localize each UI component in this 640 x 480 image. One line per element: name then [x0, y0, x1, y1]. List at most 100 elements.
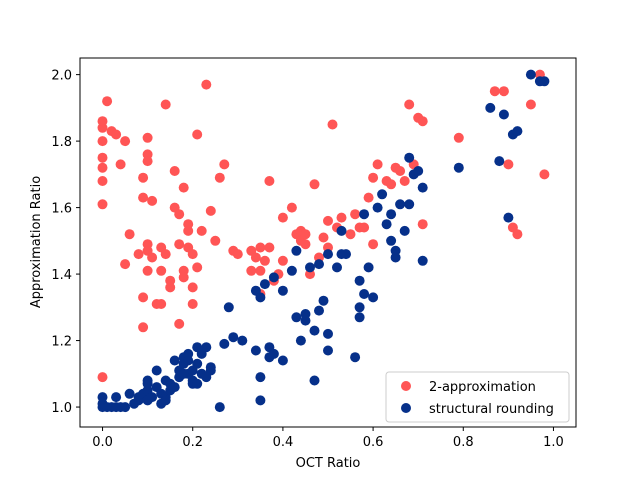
point-2-approximation — [97, 199, 108, 210]
point-2-approximation — [142, 132, 153, 143]
point-structural-rounding — [386, 209, 397, 220]
y-axis-label: Approximation Ratio — [29, 176, 44, 308]
point-structural-rounding — [417, 255, 428, 266]
point-2-approximation — [255, 242, 266, 253]
point-2-approximation — [174, 239, 185, 250]
point-2-approximation — [138, 292, 149, 303]
point-structural-rounding — [417, 182, 428, 193]
point-2-approximation — [359, 222, 370, 233]
point-structural-rounding — [318, 295, 329, 306]
point-2-approximation — [323, 215, 333, 226]
point-structural-rounding — [309, 325, 320, 336]
point-2-approximation — [525, 99, 536, 110]
point-2-approximation — [368, 172, 379, 183]
point-2-approximation — [178, 272, 189, 283]
point-structural-rounding — [192, 378, 203, 389]
point-structural-rounding — [453, 162, 464, 173]
ticks-layer: 0.0 0.2 0.4 0.6 0.8 1.0 1.0 1.2 1.4 1.6 1.8 2.0 — [51, 69, 563, 450]
x-tick-label: 0.4 — [273, 435, 294, 450]
point-structural-rounding — [277, 355, 288, 366]
point-2-approximation — [277, 212, 288, 223]
point-2-approximation — [250, 252, 261, 263]
point-2-approximation — [300, 239, 311, 250]
point-2-approximation — [453, 132, 464, 143]
point-structural-rounding — [341, 249, 351, 260]
point-structural-rounding — [372, 202, 383, 213]
point-2-approximation — [363, 192, 374, 203]
point-structural-rounding — [124, 388, 135, 399]
point-structural-rounding — [205, 362, 216, 373]
x-tick-label: 0.6 — [363, 435, 384, 450]
point-2-approximation — [264, 242, 275, 253]
point-structural-rounding — [223, 302, 234, 313]
point-structural-rounding — [399, 225, 410, 236]
point-structural-rounding — [336, 225, 347, 236]
point-2-approximation — [277, 255, 288, 266]
point-2-approximation — [183, 219, 194, 230]
point-2-approximation — [124, 229, 135, 240]
point-2-approximation — [417, 116, 428, 127]
point-structural-rounding — [539, 76, 550, 87]
point-2-approximation — [192, 129, 203, 140]
point-2-approximation — [201, 79, 212, 90]
point-2-approximation — [97, 136, 108, 147]
point-2-approximation — [120, 136, 131, 147]
point-structural-rounding — [404, 199, 415, 210]
legend-label-structural-rounding: structural rounding — [429, 402, 554, 417]
x-axis-label: OCT Ratio — [296, 456, 361, 471]
point-structural-rounding — [309, 375, 320, 386]
point-2-approximation — [327, 119, 338, 130]
point-structural-rounding — [363, 262, 374, 273]
point-2-approximation — [97, 162, 108, 173]
point-2-approximation — [219, 159, 230, 170]
point-structural-rounding — [111, 392, 122, 403]
point-2-approximation — [97, 176, 108, 186]
point-structural-rounding — [390, 252, 401, 263]
point-2-approximation — [156, 265, 167, 276]
point-structural-rounding — [413, 166, 424, 176]
point-2-approximation — [111, 129, 122, 140]
point-2-approximation — [120, 259, 131, 270]
legend: 2-approximation structural rounding — [385, 371, 570, 423]
point-structural-rounding — [255, 292, 266, 303]
point-2-approximation — [489, 86, 500, 97]
y-tick-label: 2.0 — [51, 69, 72, 84]
point-structural-rounding — [268, 272, 279, 283]
point-2-approximation — [147, 195, 158, 206]
point-2-approximation — [350, 209, 361, 220]
point-structural-rounding — [97, 392, 108, 403]
point-2-approximation — [160, 249, 171, 260]
point-structural-rounding — [228, 332, 239, 343]
x-tick-label: 0.8 — [453, 435, 474, 450]
point-structural-rounding — [277, 285, 288, 296]
point-structural-rounding — [332, 262, 342, 273]
point-2-approximation — [255, 265, 266, 276]
point-2-approximation — [309, 179, 320, 190]
x-tick-label: 0.2 — [182, 435, 203, 450]
point-2-approximation — [187, 299, 198, 309]
y-tick-label: 1.8 — [51, 135, 72, 150]
point-2-approximation — [395, 166, 406, 176]
point-2-approximation — [512, 229, 523, 240]
point-structural-rounding — [386, 235, 397, 246]
point-structural-rounding — [305, 262, 315, 273]
point-2-approximation — [399, 176, 410, 186]
point-structural-rounding — [323, 249, 333, 260]
point-structural-rounding — [286, 265, 297, 276]
point-structural-rounding — [201, 342, 212, 353]
point-2-approximation — [214, 172, 225, 183]
point-2-approximation — [147, 252, 158, 263]
point-structural-rounding — [404, 152, 415, 163]
point-structural-rounding — [359, 289, 370, 299]
legend-marker-structural-rounding — [401, 403, 411, 413]
point-2-approximation — [138, 322, 149, 333]
point-2-approximation — [97, 152, 108, 163]
point-2-approximation — [142, 265, 153, 276]
point-2-approximation — [138, 172, 149, 183]
point-2-approximation — [174, 209, 185, 220]
legend-box — [385, 371, 570, 423]
point-2-approximation — [160, 99, 171, 110]
point-2-approximation — [246, 265, 257, 276]
point-structural-rounding — [160, 395, 171, 406]
point-2-approximation — [205, 205, 216, 216]
